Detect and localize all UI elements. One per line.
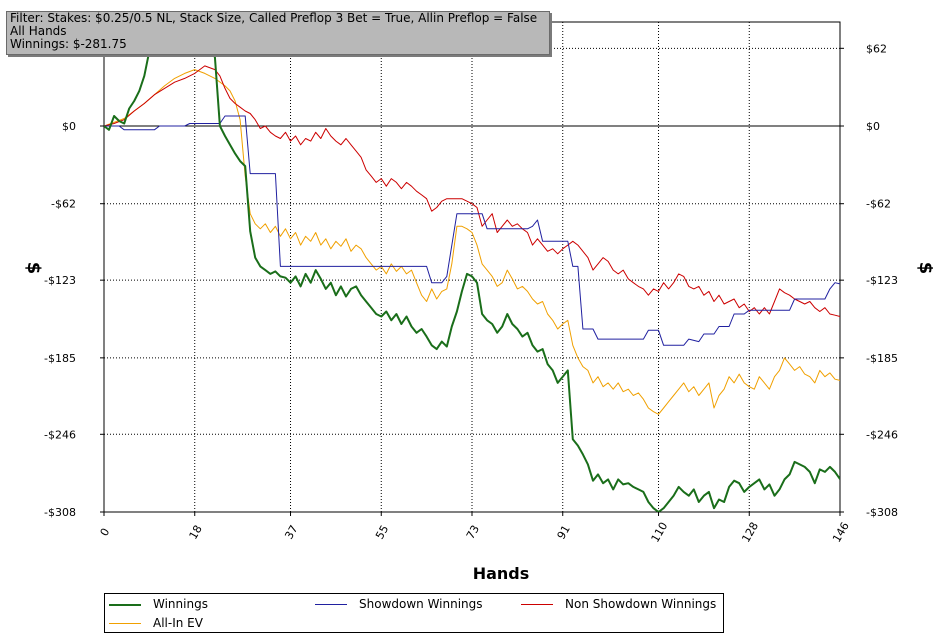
y-axis-right: $62 $0 -$62 -$123 -$185 -$246 -$308 [840, 42, 898, 519]
y-tick-label-right: -$308 [866, 506, 898, 519]
legend-swatch [521, 604, 553, 605]
filter-text: Filter: Stakes: $0.25/0.5 NL, Stack Size… [10, 11, 538, 25]
y-tick-label-left: -$185 [44, 352, 76, 365]
legend-item-winnings[interactable]: Winnings [109, 596, 309, 612]
x-tick-label: 110 [649, 520, 671, 545]
legend-item-showdown-winnings[interactable]: Showdown Winnings [315, 596, 515, 612]
series-group [104, 22, 840, 512]
legend-label: All-In EV [153, 616, 203, 630]
y-tick-label-left: -$308 [44, 506, 76, 519]
y-axis-title-left: $ [23, 262, 44, 275]
series-line-all-in-ev [104, 69, 840, 415]
x-tick-label: 128 [739, 520, 761, 545]
y-axis-left: $62$0-$62-$123-$185-$246-$308 [44, 42, 104, 519]
legend-swatch [315, 604, 347, 605]
chart-legend: Winnings Showdown Winnings Non Showdown … [104, 593, 724, 633]
legend-item-all-in-ev[interactable]: All-In EV [109, 615, 309, 631]
y-tick-label-right: -$185 [866, 352, 898, 365]
y-tick-label-right: -$246 [866, 428, 898, 441]
y-tick-label-left: -$246 [44, 428, 76, 441]
series-line-showdown-winnings [104, 115, 840, 346]
series-line-non-showdown-winnings [104, 65, 840, 317]
legend-label: Showdown Winnings [359, 597, 483, 611]
x-tick-label: 18 [187, 523, 205, 542]
y-tick-label-right: -$62 [866, 198, 891, 211]
y-tick-label-left: -$62 [51, 198, 76, 211]
x-tick-label: 146 [830, 520, 852, 545]
filter-info-box: Filter: Stakes: $0.25/0.5 NL, Stack Size… [6, 11, 550, 55]
legend-swatch [109, 604, 141, 606]
x-tick-label: 0 [98, 526, 113, 539]
y-tick-label-left: $0 [62, 120, 76, 133]
legend-item-non-showdown-winnings[interactable]: Non Showdown Winnings [521, 596, 721, 612]
legend-label: Non Showdown Winnings [565, 597, 717, 611]
legend-label: Winnings [153, 597, 208, 611]
y-tick-label-right: $62 [866, 42, 887, 55]
y-tick-label-right: -$123 [866, 274, 898, 287]
x-axis: 0 18 37 55 73 91 110 128 146 [98, 512, 852, 545]
y-tick-label-left: -$123 [44, 274, 76, 287]
x-tick-label: 73 [464, 523, 482, 542]
x-tick-label: 91 [555, 523, 573, 542]
chart-grid [103, 22, 841, 513]
x-axis-title: Hands [472, 564, 530, 583]
x-tick-label: 55 [373, 523, 391, 542]
legend-swatch [109, 623, 141, 624]
y-axis-title-right: $ [915, 262, 933, 275]
y-tick-label-right: $0 [866, 120, 880, 133]
x-tick-label: 37 [282, 523, 300, 542]
winnings-total-text: Winnings: $-281.75 [10, 37, 127, 51]
hands-filter-text: All Hands [10, 24, 67, 38]
series-line-winnings [104, 22, 840, 512]
plot-frame [103, 21, 841, 513]
